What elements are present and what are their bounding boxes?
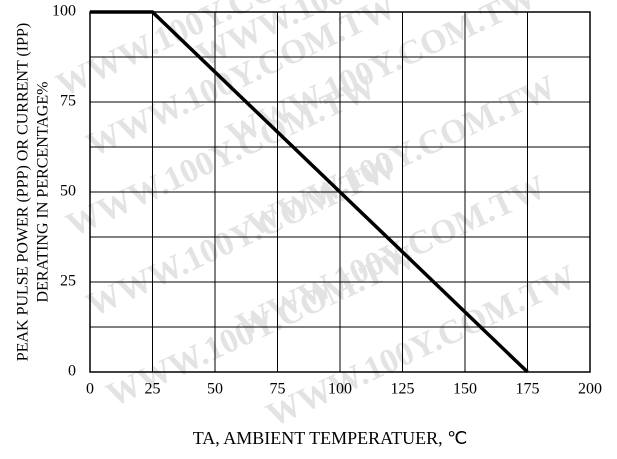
x-tick-label: 125 xyxy=(391,381,415,398)
x-tick-label: 25 xyxy=(145,381,161,398)
x-tick-label: 0 xyxy=(86,381,94,398)
x-tick-label: 175 xyxy=(516,381,540,398)
y-axis-label: DERATING IN PERCENTAGE% xyxy=(35,82,52,303)
plot-frame xyxy=(89,11,591,373)
y-axis-label: PEAK PULSE POWER (PPP) OR CURRENT (IPP) xyxy=(15,23,32,361)
x-tick-label: 100 xyxy=(328,381,352,398)
y-tick-label: 0 xyxy=(68,363,76,380)
y-tick-label: 50 xyxy=(60,183,76,200)
y-tick-label: 100 xyxy=(52,3,76,20)
x-tick-label: 200 xyxy=(578,381,602,398)
x-tick-label: 75 xyxy=(270,381,286,398)
data-line xyxy=(90,10,529,374)
x-tick-label: 50 xyxy=(207,381,223,398)
watermark-layer: WWW.100Y.COM.TWWWW.100Y.COM.TWWWW.100Y.C… xyxy=(51,0,582,434)
x-tick-label: 150 xyxy=(453,381,477,398)
y-tick-label: 75 xyxy=(60,93,76,110)
x-axis-label: TA, AMBIENT TEMPERATUER, ℃ xyxy=(193,428,468,448)
y-tick-label: 25 xyxy=(60,273,76,290)
